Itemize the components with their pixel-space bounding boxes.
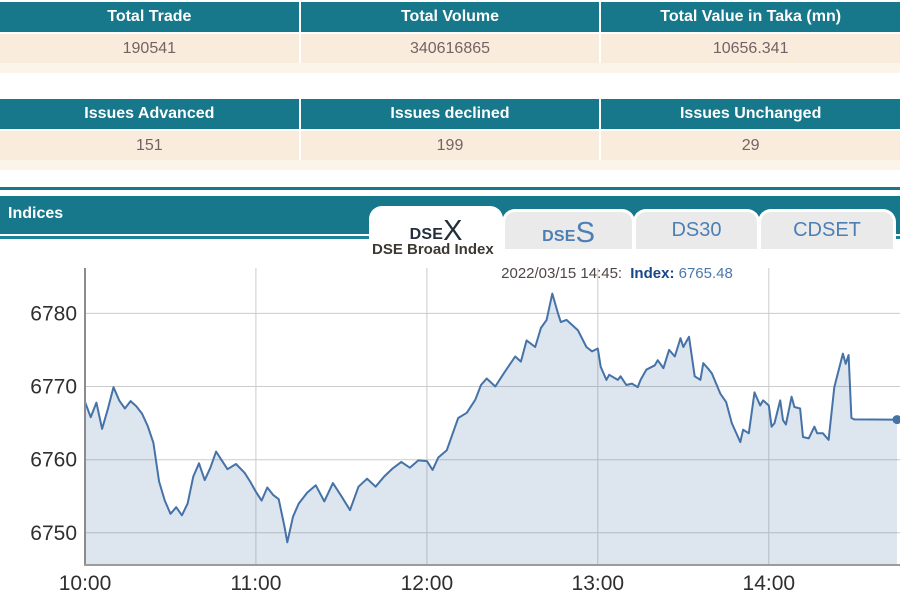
index-area-chart[interactable]: 6750 6760 6770 6780 10:00 11:00 12:00 13:00 14:0… [0, 240, 900, 600]
tab-dsex-label-big: X [443, 215, 463, 247]
tab-ds30-label: DS30 [671, 219, 722, 241]
tab-dsex-label: DSE [409, 226, 444, 243]
value-total-volume: 340616865 [300, 34, 600, 63]
header-issues-declined: Issues declined [300, 99, 600, 129]
y-tick-label: 6750 [30, 522, 77, 545]
x-tick-label: 13:00 [572, 572, 625, 595]
tab-ds30[interactable]: DS30 [636, 212, 757, 249]
chart-tooltip: 2022/03/15 14:45: Index: 6765.48 [501, 265, 733, 282]
x-tick-label: 10:00 [59, 572, 112, 595]
issues-summary-table: Issues Advanced Issues declined Issues U… [0, 99, 900, 170]
tab-cdset[interactable]: CDSET [761, 212, 893, 249]
header-issues-unchanged: Issues Unchanged [601, 99, 900, 129]
x-tick-label: 11:00 [230, 572, 281, 595]
y-tick-label: 6770 [30, 376, 77, 399]
header-total-volume: Total Volume [300, 2, 600, 32]
value-total-value: 10656.341 [601, 34, 900, 63]
chart-title: DSE Broad Index [372, 241, 494, 258]
value-issues-advanced: 151 [0, 131, 299, 160]
issues-value-row: 151 199 29 [0, 131, 900, 160]
table-footer-strip [0, 63, 900, 73]
issues-header-row: Issues Advanced Issues declined Issues U… [0, 99, 900, 129]
series-line [84, 292, 898, 544]
x-tick-label: 14:00 [743, 572, 796, 595]
tab-dses-label: DSE [542, 228, 576, 245]
trade-summary-table: Total Trade Total Volume Total Value in … [0, 2, 900, 73]
y-tick-label: 6780 [30, 302, 77, 325]
last-point-marker [892, 415, 900, 425]
x-tick-label: 12:00 [401, 572, 454, 595]
tooltip-datetime: 2022/03/15 14:45: [501, 265, 623, 282]
series-area [85, 293, 897, 565]
tooltip-separator: : [669, 265, 679, 282]
tooltip-series-label: Index [630, 265, 670, 282]
header-total-trade: Total Trade [0, 2, 299, 32]
value-issues-declined: 199 [300, 131, 600, 160]
tab-dses[interactable]: DSE S [505, 212, 632, 249]
table-footer-strip [0, 160, 900, 170]
trade-value-row: 190541 340616865 10656.341 [0, 34, 900, 63]
tab-dsex[interactable]: DSE X [372, 209, 500, 247]
value-issues-unchanged: 29 [601, 131, 900, 160]
y-tick-label: 6760 [30, 449, 77, 472]
tab-dses-label-big: S [575, 217, 595, 249]
header-issues-advanced: Issues Advanced [0, 99, 299, 129]
trade-header-row: Total Trade Total Volume Total Value in … [0, 2, 900, 32]
value-total-trade: 190541 [0, 34, 299, 63]
header-total-value: Total Value in Taka (mn) [601, 2, 900, 32]
tab-cdset-label: CDSET [793, 219, 861, 241]
indices-title: Indices [8, 205, 64, 222]
tooltip-value: 6765.48 [678, 265, 733, 282]
section-divider [0, 187, 900, 190]
